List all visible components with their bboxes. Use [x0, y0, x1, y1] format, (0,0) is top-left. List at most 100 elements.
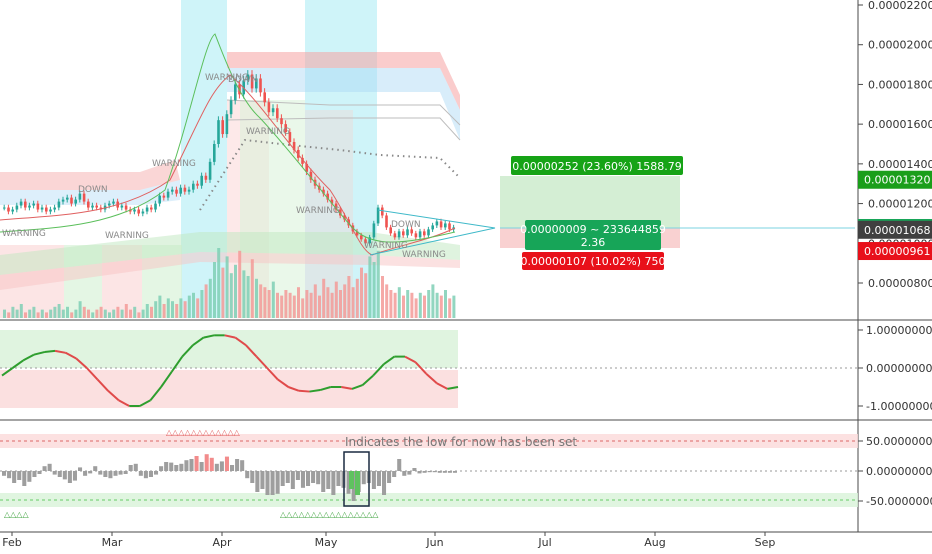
candle-body — [448, 223, 451, 230]
volume-bar — [45, 312, 48, 318]
marker-warning-5: WARNING — [246, 127, 290, 137]
oscillator-segment — [425, 372, 438, 384]
histogram-bar — [361, 471, 366, 485]
candle-body — [95, 205, 98, 208]
grey-curve-1 — [226, 99, 461, 126]
oscillator-segment — [309, 389, 321, 393]
histogram-bar — [346, 471, 351, 494]
histogram-bar — [376, 471, 381, 486]
candle-body — [427, 229, 430, 236]
volume-bar — [439, 295, 443, 318]
triangle-row-bottom-1: △△△△ — [4, 510, 29, 519]
price-badge-label: 0.00001068 — [864, 224, 930, 237]
candle-body — [259, 78, 262, 93]
histogram-bar — [306, 471, 311, 486]
volume-bar — [351, 287, 355, 318]
oscillator-segment — [266, 367, 279, 381]
volume-bar — [313, 284, 317, 318]
volume-bar — [381, 276, 384, 318]
histogram-bar — [270, 471, 275, 495]
marker-warning-2: WARNING — [105, 231, 149, 241]
histogram-bar — [72, 471, 77, 481]
oscillator-segment — [319, 386, 332, 392]
histogram-bar — [295, 471, 300, 480]
dotted-trail — [199, 138, 461, 211]
volume-bar — [343, 284, 347, 318]
price-tick-label: 0.00001200 — [868, 198, 932, 211]
oscillator-segment — [436, 382, 448, 390]
oscillator-segment — [341, 386, 353, 390]
candle-body — [385, 215, 388, 228]
oscillator-segment — [287, 386, 300, 392]
candle-body — [15, 205, 19, 210]
histogram-bar — [422, 471, 427, 473]
volume-bar — [444, 290, 447, 318]
volume-bar — [82, 306, 86, 318]
candle-body — [368, 237, 371, 244]
price-tick-label: 0.00001800 — [868, 78, 932, 91]
histogram-bar — [204, 454, 209, 471]
triangle-row-top: △△△△△△△△△△△△ — [166, 428, 241, 437]
oscillator-segment — [86, 367, 99, 381]
candle-body — [397, 231, 401, 238]
volume-bar — [204, 284, 208, 318]
volume-bar — [53, 306, 57, 318]
volume-bar — [187, 295, 191, 318]
oscillator-segment — [65, 351, 77, 360]
highlight-box[interactable] — [343, 451, 370, 507]
candle-body — [45, 207, 48, 212]
green-base-band — [0, 232, 460, 275]
oscillator-line — [1, 334, 459, 407]
candle-body — [339, 209, 342, 216]
candle-body — [364, 239, 367, 244]
candle-body — [284, 124, 287, 133]
volume-bar — [108, 312, 111, 318]
volume-bar — [24, 312, 27, 318]
volume-bar — [137, 312, 141, 318]
histogram-bar — [159, 466, 164, 471]
histogram-bar — [133, 463, 138, 471]
profit-zone[interactable] — [500, 176, 680, 228]
candle-body — [53, 207, 56, 210]
candle-body — [292, 142, 296, 150]
price-tick-label: 0.00002200 — [868, 0, 932, 12]
histogram-bar — [148, 471, 153, 477]
hist-tick-label: 50.00000000 — [866, 435, 932, 448]
grey-curve-2 — [226, 117, 461, 141]
histogram-bar — [407, 471, 412, 475]
volume-bar — [276, 292, 279, 318]
volume-bar — [309, 292, 313, 318]
volume-bar — [238, 250, 242, 318]
red-lower-band — [0, 160, 180, 190]
volume-bar — [297, 287, 300, 318]
volume-bar — [414, 298, 418, 318]
histogram-bar — [250, 471, 255, 483]
histogram-bar — [32, 471, 37, 477]
grey-zone-1 — [305, 110, 353, 318]
volume-bar — [246, 276, 250, 318]
histogram-bar — [57, 471, 62, 477]
candle-body — [267, 102, 271, 113]
volume-bar — [318, 295, 321, 318]
volume-bar — [120, 309, 124, 318]
loss-label: 0.00000107 (10.02%) 750 — [521, 255, 666, 268]
candle-body — [439, 221, 443, 228]
candle-body — [91, 205, 94, 208]
volume-bar — [61, 309, 65, 318]
histogram-bar — [194, 456, 199, 471]
volume-bar — [15, 309, 19, 318]
oscillator-segment — [44, 349, 56, 354]
hist-tick-label: -50.00000000 — [866, 495, 932, 508]
histogram-bar — [392, 471, 397, 477]
volume-bar — [242, 270, 246, 318]
oscillator-segment — [192, 336, 205, 347]
volume-bar — [200, 290, 204, 318]
histogram-bar — [311, 471, 316, 483]
histogram-bar — [174, 465, 179, 471]
volume-bar — [124, 304, 128, 318]
candle-body — [145, 207, 149, 212]
candle-body — [70, 197, 73, 204]
oscillator-segment — [224, 334, 236, 339]
